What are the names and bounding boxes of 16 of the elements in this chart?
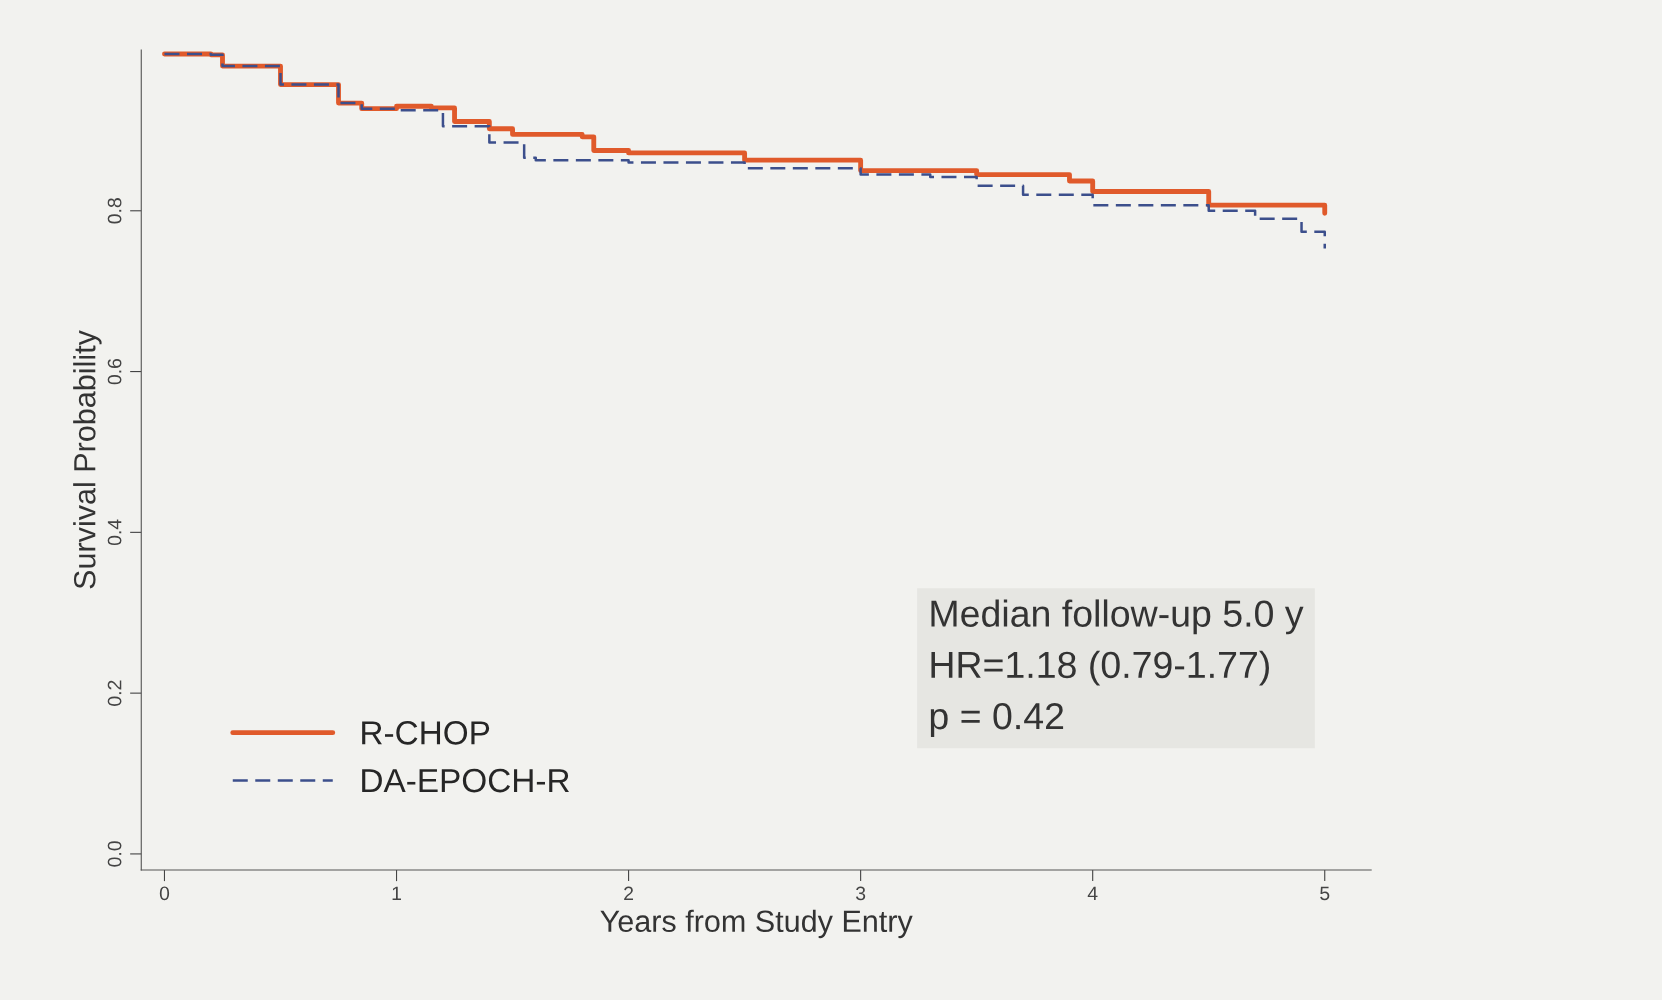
y-tick-label: 0.4 bbox=[107, 519, 122, 546]
x-tick-label: 4 bbox=[1087, 886, 1098, 901]
annotation: Median follow-up 5.0 y HR=1.18 (0.79-1.77) p = 0.42 bbox=[930, 599, 1304, 737]
x-tick-label: 0 bbox=[159, 886, 170, 901]
x-tick-label: 3 bbox=[855, 886, 866, 901]
x-axis-title: Years from Study Entry bbox=[600, 909, 913, 939]
y-tick-label: 0.2 bbox=[107, 680, 122, 706]
y-tick-label: 0.8 bbox=[107, 198, 122, 224]
x-tick-label: 2 bbox=[624, 886, 634, 901]
x-tick-label: 1 bbox=[392, 886, 401, 901]
x-tick-label: 5 bbox=[1320, 886, 1330, 901]
y-tick-label: 0.0 bbox=[107, 841, 122, 867]
legend-label: R-CHOP bbox=[362, 721, 490, 745]
legend-label: DA-EPOCH-R bbox=[362, 768, 569, 793]
y-axis-title: Survival Probability bbox=[73, 330, 102, 589]
y-tick-label: 0.6 bbox=[107, 358, 122, 385]
